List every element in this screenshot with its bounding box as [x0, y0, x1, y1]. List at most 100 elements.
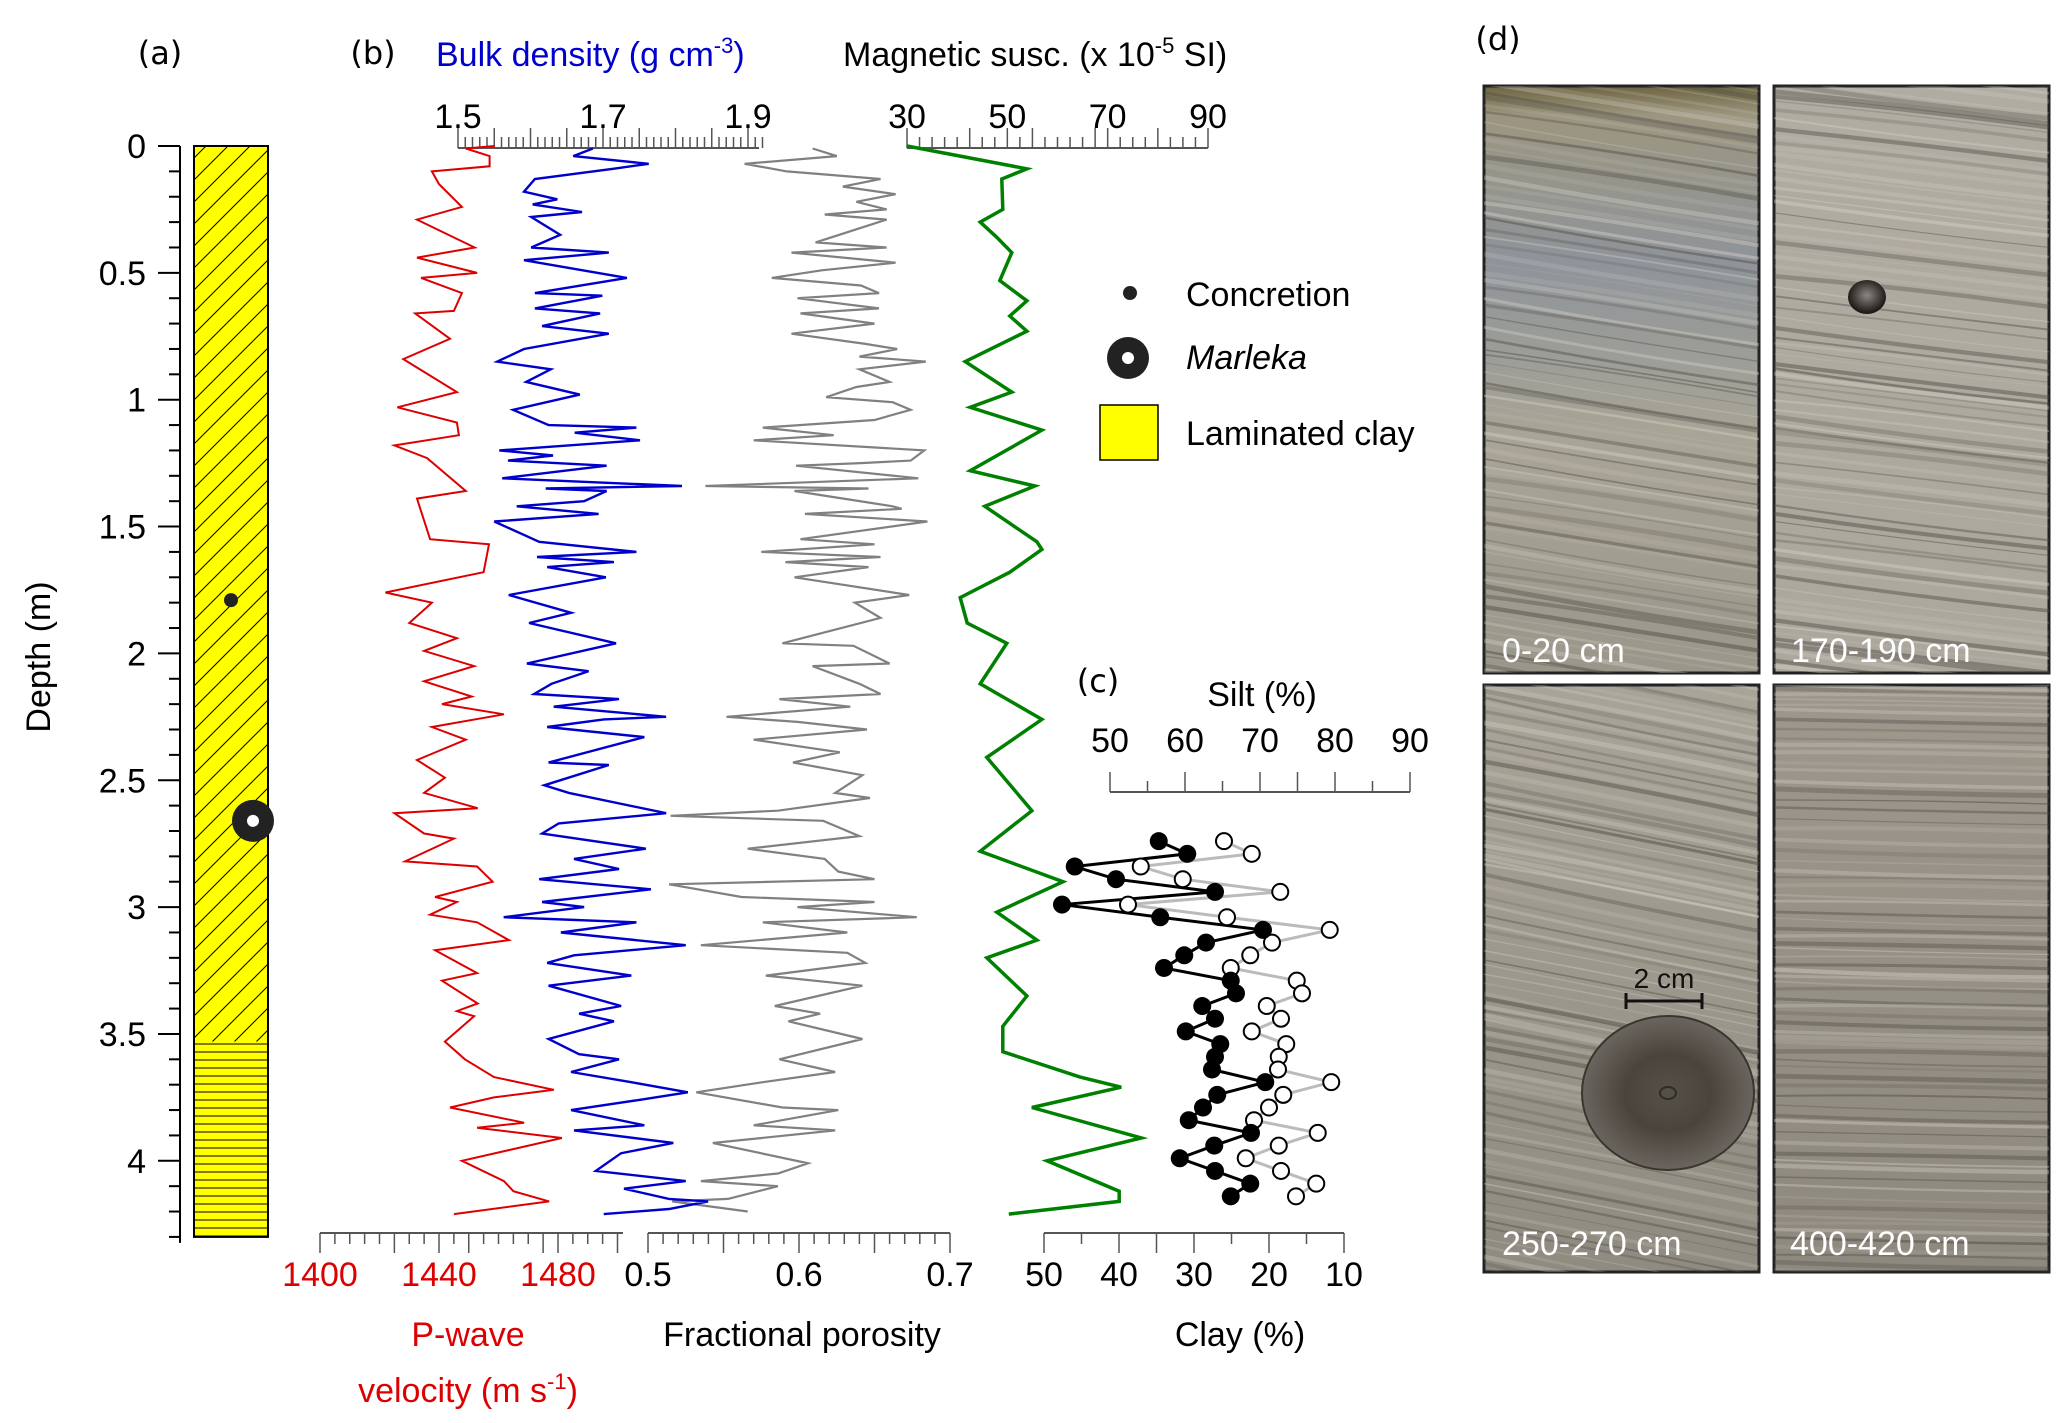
lamina: [1484, 1305, 1759, 1358]
lamina: [1774, 876, 2049, 883]
mag-susc-curve-line: [906, 144, 1149, 1216]
lamina: [1484, 843, 1759, 901]
bulk-density-title-sup: -3: [714, 33, 734, 58]
lamina: [1774, 1010, 2049, 1021]
photo-250-270cm: 2 cm 250-270 cm: [1482, 683, 1761, 1382]
lamina: [1774, 1205, 2049, 1215]
lamina: [1484, 938, 1759, 994]
lamina: [1774, 151, 2049, 190]
silt-axis-tick-label: 60: [1166, 722, 1204, 760]
silt-point: [1119, 895, 1137, 914]
lamina: [1774, 108, 2049, 143]
lamina: [1484, 1201, 1759, 1257]
lamina: [1484, 914, 1759, 973]
legend-item-marleka: Marleka: [1107, 337, 1307, 379]
silt-line: [1127, 839, 1332, 1198]
marleka-in-photo: [1581, 1015, 1755, 1171]
lamina: [1484, 738, 1759, 796]
panel-label-d: (d): [1475, 20, 1520, 58]
lamina: [1484, 982, 1759, 1038]
legend-label-concretion: Concretion: [1186, 276, 1350, 314]
clay-point: [1179, 1111, 1198, 1130]
lamina: [1484, 348, 1759, 394]
depth-tick-label: 0.5: [99, 255, 146, 293]
clay-point: [1170, 1149, 1189, 1168]
legend-item-concretion: Concretion: [1123, 276, 1350, 314]
lamina: [1774, 899, 2049, 907]
porosity-axis-tick-label: 0.6: [775, 1256, 822, 1294]
lamina: [1484, 263, 1759, 307]
lamina: [1484, 243, 1759, 289]
lamina: [1484, 431, 1759, 480]
lamina: [1484, 1329, 1759, 1382]
clay-point: [1221, 1187, 1240, 1206]
lamina: [1774, 47, 2049, 79]
lamina: [1774, 817, 2049, 826]
lamina: [1774, 232, 2049, 270]
lamina: [1774, 1221, 2049, 1229]
lamina: [1484, 353, 1759, 398]
lamina: [1484, 277, 1759, 326]
panel-label-a: (a): [138, 34, 183, 72]
lamina: [1484, 411, 1759, 458]
lamina: [1484, 583, 1759, 635]
lamina: [1774, 264, 2049, 302]
lamina: [1484, 381, 1759, 430]
lamina: [1484, 562, 1759, 608]
depth-axis: 0 0.5 1 1.5 2 2.5 3 3.5 4: [99, 128, 181, 1243]
lamina: [1484, 251, 1759, 302]
lamina: [1774, 742, 2049, 751]
lamina: [1484, 521, 1759, 569]
lamina: [1774, 648, 1959, 673]
lamina: [1484, 1219, 1745, 1272]
lamina: [1484, 831, 1759, 892]
lamina: [1774, 408, 2049, 444]
lamina: [1774, 34, 2049, 66]
lamina: [1774, 910, 2049, 920]
lamina: [1774, 963, 2049, 971]
lamina: [1774, 1073, 2049, 1085]
lamina: [1484, 235, 1759, 281]
lamina: [1774, 760, 2049, 771]
mag-susc-axis-tick-label: 70: [1089, 98, 1127, 136]
lamina: [1774, 382, 2049, 419]
lamina: [1774, 169, 2049, 206]
lamina: [1484, 193, 1759, 243]
lamina: [1484, 200, 1759, 248]
scale-bar-label: 2 cm: [1634, 963, 1695, 994]
depth-tick-label: 2: [127, 635, 146, 673]
lamina: [1484, 759, 1759, 818]
depth-tick-label: 1.5: [99, 509, 146, 547]
clay-axis-tick-label: 40: [1100, 1256, 1138, 1294]
lamina: [1484, 727, 1759, 787]
silt-axis-tick-label: 50: [1091, 722, 1129, 760]
lamina: [1484, 1244, 1608, 1272]
lamina: [1774, 1236, 2049, 1246]
lamina: [1774, 471, 2049, 508]
lamina: [1484, 110, 1759, 155]
lamina: [1774, 145, 2049, 182]
lamina: [1774, 140, 2049, 176]
lamina: [1484, 850, 1759, 906]
clay-point: [1242, 1123, 1260, 1142]
lamina: [1774, 26, 2049, 60]
silt-point: [1236, 1149, 1255, 1168]
mag-susc-title-end: SI): [1174, 36, 1227, 74]
lamina: [1484, 420, 1759, 468]
pwave-title-sup: -1: [547, 1369, 567, 1394]
lamina: [1774, 786, 2049, 799]
clay-point: [1176, 1022, 1195, 1041]
lamina: [1776, 86, 2049, 121]
lamina: [1484, 457, 1759, 506]
lamina: [1484, 121, 1759, 169]
clay-axis-tick-label: 20: [1250, 1256, 1288, 1294]
silt-point: [1274, 1085, 1293, 1104]
silt-point: [1242, 844, 1261, 863]
clay-point: [1206, 1009, 1224, 1028]
lamina: [1774, 698, 2049, 705]
lamina: [1774, 389, 2049, 428]
lamina: [1484, 649, 1616, 673]
bulk-density-curve: [493, 147, 709, 1216]
pwave-curve: [385, 145, 563, 1216]
clay-point: [1065, 857, 1084, 876]
